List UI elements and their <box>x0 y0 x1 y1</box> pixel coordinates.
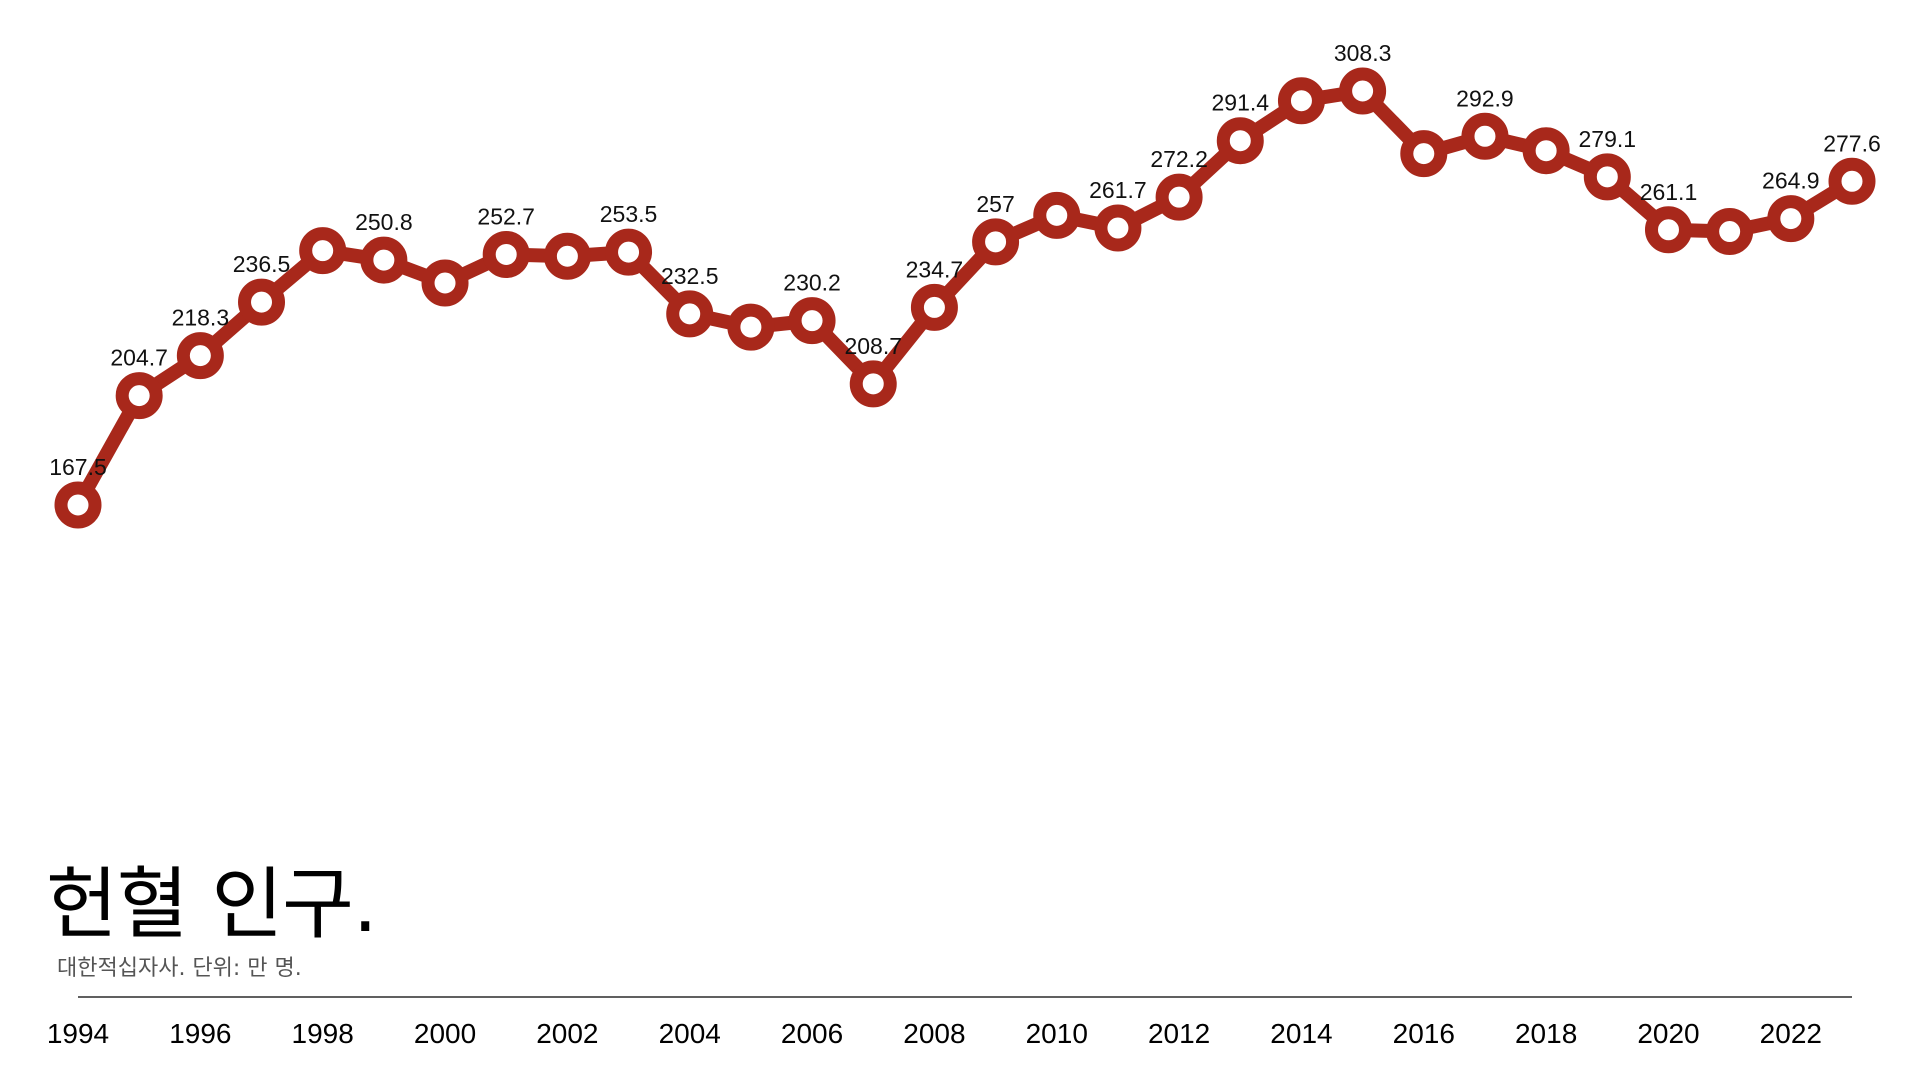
data-label-2003: 253.5 <box>600 201 658 227</box>
data-point-2001 <box>482 230 530 278</box>
data-label-2019: 279.1 <box>1579 126 1637 152</box>
data-point-2004 <box>666 290 714 338</box>
data-point-2012 <box>1155 173 1203 221</box>
data-label-2020: 261.1 <box>1640 179 1698 205</box>
data-point-2016 <box>1400 130 1448 178</box>
data-point-1999 <box>360 236 408 284</box>
x-tick-label-2016: 2016 <box>1393 1018 1455 1049</box>
data-point-1997 <box>238 278 286 326</box>
data-point-2020 <box>1644 206 1692 254</box>
x-tick-label-2018: 2018 <box>1515 1018 1577 1049</box>
data-point-2010 <box>1033 191 1081 239</box>
x-tick-label-1998: 1998 <box>292 1018 354 1049</box>
data-point-2014 <box>1277 77 1325 125</box>
data-label-2011: 261.7 <box>1089 177 1147 203</box>
data-point-2009 <box>972 218 1020 266</box>
data-point-1994 <box>54 481 102 529</box>
x-tick-label-2014: 2014 <box>1270 1018 1332 1049</box>
data-point-2023 <box>1828 157 1876 205</box>
data-point-2019 <box>1583 153 1631 201</box>
data-point-2002 <box>543 232 591 280</box>
data-point-2021 <box>1706 208 1754 256</box>
data-markers <box>54 67 1876 529</box>
data-point-2003 <box>605 228 653 276</box>
data-label-2015: 308.3 <box>1334 40 1392 66</box>
x-tick-label-2008: 2008 <box>903 1018 965 1049</box>
data-label-2008: 234.7 <box>906 256 964 282</box>
x-tick-label-2020: 2020 <box>1637 1018 1699 1049</box>
data-label-2004: 232.5 <box>661 263 719 289</box>
data-point-2005 <box>727 303 775 351</box>
x-tick-label-1996: 1996 <box>169 1018 231 1049</box>
data-label-2009: 257 <box>976 191 1014 217</box>
data-point-2011 <box>1094 204 1142 252</box>
data-point-2017 <box>1461 112 1509 160</box>
data-label-1999: 250.8 <box>355 209 413 235</box>
series-line <box>71 84 1859 512</box>
data-label-1996: 218.3 <box>172 305 230 331</box>
data-point-2008 <box>910 283 958 331</box>
data-label-2012: 272.2 <box>1150 146 1208 172</box>
chart-subtitle: 대한적십자사. 단위: 만 명. <box>57 956 302 981</box>
data-label-1994: 167.5 <box>49 454 107 480</box>
x-tick-label-2000: 2000 <box>414 1018 476 1049</box>
data-point-1996 <box>176 332 224 380</box>
data-label-2001: 252.7 <box>477 203 535 229</box>
x-tick-label-2012: 2012 <box>1148 1018 1210 1049</box>
data-point-2015 <box>1339 67 1387 115</box>
data-label-2023: 277.6 <box>1823 130 1881 156</box>
data-point-2022 <box>1767 195 1815 243</box>
data-label-2007: 208.7 <box>844 333 902 359</box>
data-label-2022: 264.9 <box>1762 168 1820 194</box>
data-point-2007 <box>849 360 897 408</box>
x-axis-ticks: 1994 1996 1998 2000 2002 2004 2006 2008 2010 2012… <box>47 1018 1822 1049</box>
data-point-2018 <box>1522 127 1570 175</box>
data-label-1997: 236.5 <box>233 251 291 277</box>
chart-title: 헌혈 인구. <box>46 860 378 950</box>
x-tick-label-2004: 2004 <box>659 1018 721 1049</box>
data-point-1995 <box>115 372 163 420</box>
data-point-2000 <box>421 259 469 307</box>
x-tick-label-1994: 1994 <box>47 1018 109 1049</box>
data-label-2017: 292.9 <box>1456 85 1514 111</box>
data-point-2006 <box>788 297 836 345</box>
data-point-2013 <box>1216 117 1264 165</box>
x-tick-label-2022: 2022 <box>1760 1018 1822 1049</box>
x-tick-label-2010: 2010 <box>1026 1018 1088 1049</box>
data-label-2006: 230.2 <box>783 270 841 296</box>
x-tick-label-2006: 2006 <box>781 1018 843 1049</box>
data-label-2013: 291.4 <box>1211 90 1269 116</box>
data-point-1998 <box>299 227 347 275</box>
x-tick-label-2002: 2002 <box>536 1018 598 1049</box>
data-label-1995: 204.7 <box>110 345 168 371</box>
